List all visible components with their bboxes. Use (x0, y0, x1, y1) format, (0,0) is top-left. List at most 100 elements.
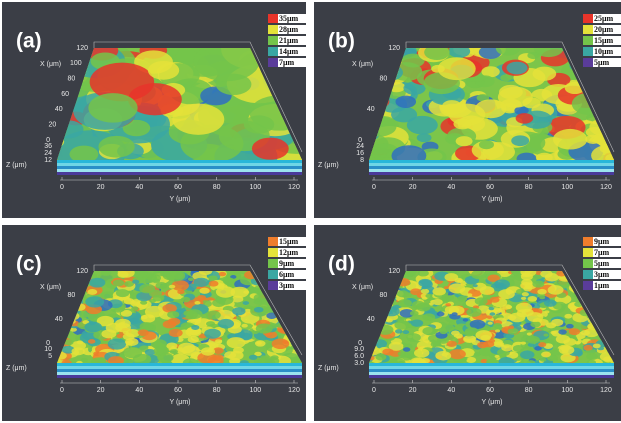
base-slab (369, 163, 614, 166)
surface-blob (191, 325, 200, 331)
y-tick-label: 80 (525, 387, 533, 394)
legend-swatch (583, 58, 593, 67)
surface-blob (413, 348, 430, 358)
surface-blob (526, 360, 536, 363)
z-tick-label: 9.0 (354, 346, 364, 353)
surface-blob (552, 357, 559, 362)
surface-blob (445, 295, 455, 301)
surface-blob (520, 350, 535, 360)
x-tick-label: 20 (49, 122, 57, 129)
surface-blob (455, 136, 473, 147)
surface-blob (551, 318, 564, 327)
legend-bg (593, 14, 621, 23)
surface-blob (505, 305, 513, 309)
surface-blob (115, 322, 131, 333)
surface-blob (171, 280, 189, 291)
surface-blob (558, 329, 567, 335)
surface-blob (242, 301, 250, 305)
legend-bg (593, 25, 621, 34)
legend-label: 6μm (279, 270, 295, 279)
surface-blob (445, 289, 451, 293)
surface-blob (233, 346, 244, 354)
surface-blob (256, 341, 262, 345)
base-slab (57, 369, 302, 372)
surface-blob (194, 301, 201, 305)
surface-blob (394, 320, 411, 330)
x-tick-label: 40 (55, 106, 63, 113)
surface-blob (147, 60, 180, 80)
surface-blob (169, 349, 178, 355)
surface-blob (166, 342, 178, 350)
surface-blob (90, 357, 107, 363)
surface-blob (516, 152, 537, 160)
surface-blob (550, 330, 557, 335)
surface-blob (96, 315, 115, 327)
legend-bg (593, 259, 621, 268)
surface-blob (402, 330, 410, 335)
y-tick-label: 100 (249, 387, 261, 394)
surface-blob (487, 274, 500, 282)
surface-blob (424, 48, 450, 60)
base-slab (57, 372, 302, 375)
x-tick-label: 120 (388, 268, 400, 275)
surface-blob (132, 279, 140, 284)
legend-bg (278, 36, 306, 45)
legend-bg (278, 237, 306, 246)
surface-blob (448, 283, 466, 294)
surface-blob (395, 329, 403, 334)
panel: (d) 9μm 7μm 5μm 3μm 1μm 120 80 40 0 X (μm) 9.06.03.… (314, 225, 621, 421)
y-tick-label: 40 (135, 387, 143, 394)
surface-blob (544, 299, 557, 307)
legend-label: 9μm (594, 237, 610, 246)
surface-blob (520, 296, 527, 300)
z-tick-label: 5 (48, 353, 52, 360)
legend-swatch (268, 259, 278, 268)
surface-blob (510, 271, 521, 275)
legend-bg (593, 58, 621, 67)
surface-blob (574, 341, 581, 345)
surface-blob (478, 348, 493, 357)
surface-blob (180, 296, 191, 303)
surface-blob (477, 279, 486, 284)
surface-blob (439, 329, 448, 335)
surface-blob (375, 353, 387, 361)
surface-blob (538, 342, 547, 348)
base-slab (369, 169, 614, 172)
surface-blob (168, 328, 183, 338)
surface-blob (420, 357, 430, 363)
surface-blob (494, 279, 510, 289)
surface-blob (489, 296, 500, 303)
surface-blob (84, 321, 103, 333)
surface-blob (555, 334, 571, 344)
surface-blob (448, 321, 456, 326)
surface-blob (469, 319, 486, 329)
surface-blob (494, 354, 500, 358)
surface-blob (417, 271, 429, 277)
surface-blob (80, 357, 89, 363)
surface-blob (442, 103, 462, 115)
x-axis-label: X (μm) (352, 61, 373, 68)
x-tick-label: 40 (367, 316, 375, 323)
y-tick-label: 0 (60, 184, 64, 191)
legend-bg (593, 281, 621, 290)
legend-label: 28μm (279, 25, 299, 34)
legend-swatch (583, 47, 593, 56)
surface-blob (61, 345, 75, 354)
surface-blob (521, 292, 529, 297)
surface-blob (486, 358, 497, 363)
base-slab (57, 166, 302, 169)
surface-blob (222, 277, 235, 285)
surface-blob (416, 302, 431, 312)
surface-blob (115, 289, 130, 298)
surface-blob (63, 339, 74, 346)
surface-blob (541, 351, 551, 358)
legend-swatch (268, 237, 278, 246)
surface-blob (476, 93, 490, 102)
surface-blob (403, 292, 413, 298)
legend-bg (278, 270, 306, 279)
y-tick-label: 20 (409, 387, 417, 394)
surface-blob (487, 321, 493, 325)
z-tick-label: 8 (360, 157, 364, 164)
surface-blob (153, 271, 166, 277)
surface-blob (193, 277, 210, 288)
